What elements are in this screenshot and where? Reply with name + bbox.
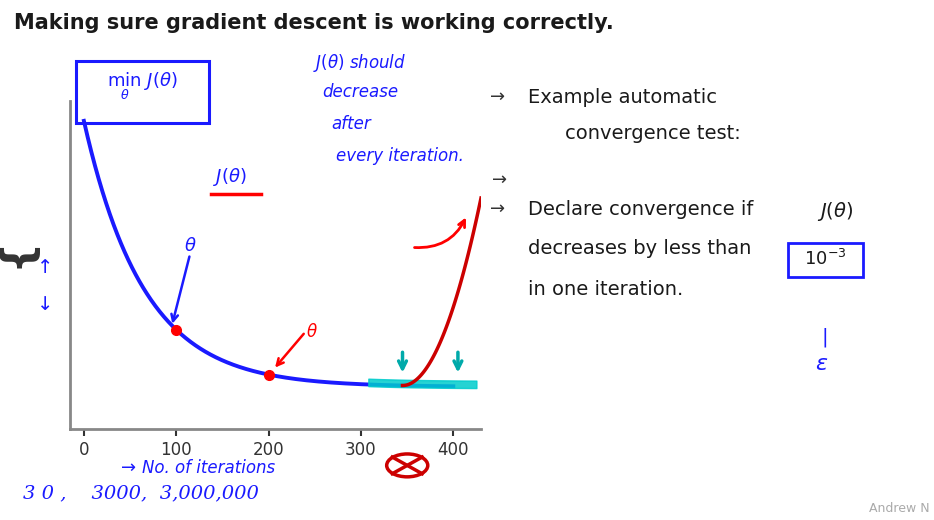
- Text: Making sure gradient descent is working correctly.: Making sure gradient descent is working …: [14, 13, 614, 33]
- Text: →: →: [490, 200, 505, 218]
- Text: →: →: [492, 171, 507, 189]
- Text: convergence test:: convergence test:: [565, 124, 741, 143]
- Text: $\varepsilon$: $\varepsilon$: [815, 354, 828, 373]
- Text: after: after: [332, 115, 372, 134]
- Text: |: |: [822, 328, 828, 347]
- Text: $\min_\theta\ J(\theta)$: $\min_\theta\ J(\theta)$: [107, 71, 177, 102]
- Text: ↑: ↑: [37, 258, 54, 277]
- Text: →: →: [121, 459, 136, 477]
- Text: decreases by less than: decreases by less than: [528, 239, 751, 258]
- Text: No. of iterations: No. of iterations: [142, 459, 276, 477]
- Text: $J(\theta)$ should: $J(\theta)$ should: [313, 52, 406, 74]
- Text: decrease: decrease: [322, 83, 399, 101]
- Text: Example automatic: Example automatic: [528, 88, 716, 108]
- Text: $J(\theta)$: $J(\theta)$: [213, 166, 247, 188]
- Text: $\theta$: $\theta$: [184, 237, 196, 255]
- Text: every iteration.: every iteration.: [336, 147, 464, 165]
- Text: Andrew N: Andrew N: [869, 502, 929, 515]
- Text: in one iteration.: in one iteration.: [528, 280, 683, 299]
- Text: Declare convergence if: Declare convergence if: [528, 200, 759, 219]
- Bar: [76, 61, 209, 123]
- Text: $10^{-3}$: $10^{-3}$: [804, 249, 847, 269]
- Text: 3 0 ,    3000,  3,000,000: 3 0 , 3000, 3,000,000: [23, 485, 260, 503]
- Text: $\mathbf{\{}$: $\mathbf{\{}$: [0, 246, 43, 274]
- Text: →: →: [490, 88, 505, 107]
- Text: ↓: ↓: [37, 295, 54, 314]
- Bar: [788, 242, 863, 278]
- Text: $J(\theta)$: $J(\theta)$: [817, 200, 854, 223]
- Text: $\theta$: $\theta$: [306, 322, 318, 341]
